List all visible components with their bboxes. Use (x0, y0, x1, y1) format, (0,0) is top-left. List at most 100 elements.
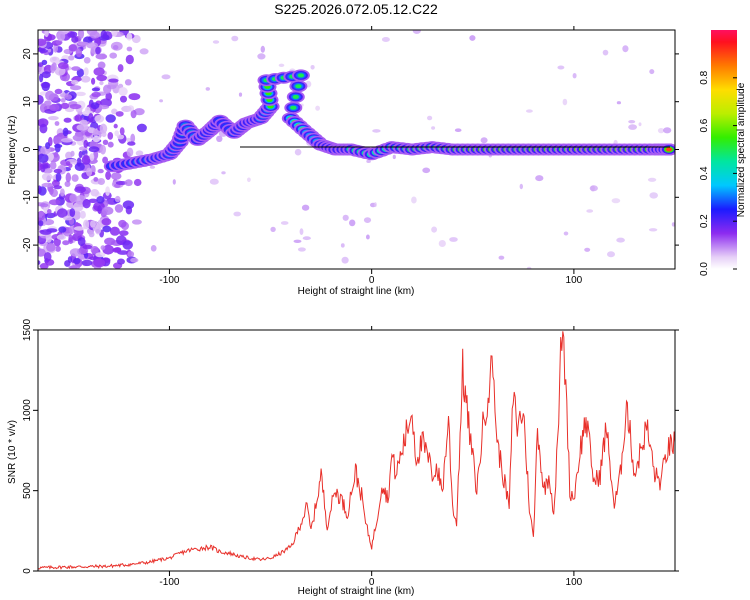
spectrogram-noise-cell (43, 252, 52, 262)
spectrogram-noise-cell (42, 164, 49, 169)
spectrogram-noise-cell (469, 35, 476, 41)
spectrogram-noise-cell (247, 177, 251, 183)
spectrogram-noise-cell (56, 234, 66, 240)
spectrogram-noise-cell (77, 41, 90, 46)
spectrogram-noise-cell (102, 139, 109, 145)
spectrogram-noise-cell (102, 244, 114, 255)
spectrogram-noise-cell (90, 102, 100, 110)
spectrogram-noise-cell (93, 150, 99, 160)
spectrogram-noise-cell (526, 109, 533, 113)
spectrogram-noise-cell (68, 234, 73, 243)
spectrogram-noise-cell (216, 135, 223, 142)
spectrogram-noise-cell (41, 81, 50, 92)
spectrogram-noise-cell (83, 57, 91, 64)
spectrogram-noise-cell (616, 237, 625, 243)
spectrogram-noise-cell (90, 189, 99, 197)
spectrogram-noise-cell (90, 220, 96, 228)
spectrogram-noise-cell (69, 224, 75, 235)
spectrogram-noise-cell (109, 226, 120, 236)
spectrogram-noise-cell (136, 123, 147, 133)
spectrogram-noise-cell (126, 32, 133, 41)
spectrogram-noise-cell (130, 257, 139, 263)
spectrogram-noise-cell (139, 48, 149, 55)
y-tick-label: 1500 (22, 318, 33, 341)
y-tick-label: -10 (22, 190, 33, 205)
spectrogram-noise-cell (638, 122, 642, 127)
spectrogram-noise-cell (119, 230, 129, 236)
spectrogram-noise-cell (294, 148, 302, 156)
spectrogram-noise-cell (83, 219, 90, 230)
spectrogram-noise-cell (76, 68, 85, 77)
spectrogram-noise-cell (99, 80, 104, 86)
spectrogram-noise-cell (431, 226, 437, 233)
spectrogram-noise-cell (39, 91, 47, 96)
spectrogram-noise-cell (58, 226, 67, 233)
spectrogram-noise-cell (69, 193, 78, 203)
spectrogram-noise-cell (126, 147, 134, 157)
snr-ylabel: SNR (10 * v/v) (7, 420, 18, 484)
spectrogram-noise-cell (102, 156, 108, 164)
x-tick-label: -100 (159, 577, 179, 588)
spectrogram-noise-cell (422, 167, 431, 174)
spectrogram-noise-cell (39, 48, 48, 53)
spectrogram-noise-cell (648, 228, 658, 232)
y-tick-label: 0 (22, 568, 33, 574)
spectrogram-noise-cell (116, 134, 125, 140)
spectrogram-noise-cell (257, 53, 266, 60)
spectrogram-noise-cell (449, 237, 458, 242)
spectrogram-noise-cell (54, 143, 61, 153)
spectrogram-noise-cell (221, 171, 226, 175)
spectrogram-noise-cell (51, 62, 57, 71)
spectrogram-noise-cell (105, 186, 110, 197)
spectrogram-noise-cell (622, 45, 629, 53)
spectrogram-noise-cell (107, 132, 114, 140)
spectrogram-noise-cell (589, 185, 598, 192)
spectrogram-noise-cell (44, 100, 52, 106)
spectrogram-noise-cell (130, 109, 137, 119)
spectrogram-noise-cell (231, 35, 239, 42)
spectrogram-noise-cell (74, 162, 85, 171)
spectrogram-noise-cell (557, 65, 565, 70)
spectrogram-noise-cell (68, 265, 81, 269)
spectrogram-noise-cell (117, 64, 124, 73)
spectrogram-noise-cell (93, 177, 99, 182)
spectrogram-noise-cell (117, 258, 125, 265)
spectrogram-noise-cell (454, 128, 462, 132)
spectrogram-noise-cell (607, 251, 615, 258)
spectrogram-noise-cell (118, 219, 127, 228)
spectrogram-noise-cell (108, 78, 119, 83)
spectrogram-noise-cell (649, 192, 658, 199)
spectrogram-noise-cell (572, 73, 577, 79)
spectrogram-noise-cell (127, 141, 136, 146)
spectrogram-noise-cell (127, 251, 135, 258)
spectrogram-noise-cell (301, 204, 310, 211)
spectrogram-noise-cell (41, 71, 51, 79)
spectrogram-noise-cell (92, 135, 101, 143)
spectrogram-noise-cell (209, 178, 219, 185)
spectrogram-noise-cell (47, 209, 52, 214)
colorbar: 0.0 0.2 0.4 0.6 0.8 Normalized spectral ampl… (699, 30, 747, 276)
x-tick-label: 0 (369, 577, 375, 588)
spectrogram-noise-cell (159, 99, 164, 103)
spectrogram-noise-cell (71, 174, 79, 182)
spectrogram-ridge-cell (295, 84, 302, 89)
spectrogram-noise-cell (366, 159, 371, 163)
spectrogram-noise-cell (101, 218, 112, 226)
spectrogram-noise-cell (212, 40, 220, 44)
spectrogram-noise-cell (68, 44, 78, 52)
colorbar-tick-label: 0.2 (699, 214, 710, 228)
spectrogram-noise-cell (53, 168, 63, 174)
spectrogram-noise-cell (535, 175, 544, 182)
spectrogram-noise-cell (91, 77, 96, 85)
spectrogram-noise-cell (107, 141, 114, 148)
spectrogram-noise-cell (62, 240, 70, 246)
spectrogram-noise-cell (122, 200, 135, 210)
spectrogram-noise-cell (73, 257, 81, 265)
spectrogram-noise-cell (75, 91, 86, 97)
spectrogram-noise-cell (135, 150, 144, 156)
spectrogram-noise-cell (45, 142, 51, 150)
figure-title: S225.2026.072.05.12.C22 (274, 1, 438, 17)
spectrogram-noise-cell (586, 209, 594, 213)
spectrogram-noise-cell (40, 229, 52, 235)
